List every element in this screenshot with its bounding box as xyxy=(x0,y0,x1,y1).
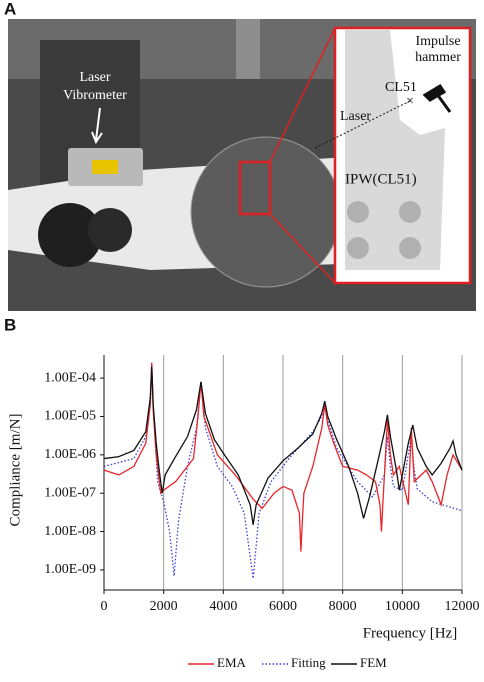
y-tick-label: 1.00E-04 xyxy=(44,370,96,385)
spindle xyxy=(236,19,260,79)
x-tick-label: 0 xyxy=(101,599,108,614)
tripod-head xyxy=(38,203,102,267)
point-label: CL51 xyxy=(385,80,417,95)
point-marker: × xyxy=(406,94,414,109)
hammer-icon xyxy=(422,83,452,113)
y-axis-label: Compliance [m/N] xyxy=(7,414,23,527)
zoom-box xyxy=(238,160,272,216)
hole xyxy=(347,201,369,223)
hole xyxy=(399,237,421,259)
legend-label: EMA xyxy=(217,655,247,670)
hammer-label: hammer xyxy=(415,50,461,65)
y-tick-label: 1.00E-06 xyxy=(44,447,96,462)
legend-label: FEM xyxy=(360,655,387,670)
y-tick-label: 1.00E-09 xyxy=(44,562,96,577)
panel-letter: B xyxy=(4,315,16,334)
y-tick-label: 1.00E-07 xyxy=(44,485,96,500)
vibrometer-label-text: Laser xyxy=(79,70,110,85)
panel-letter: A xyxy=(4,0,16,18)
vibrometer-label xyxy=(92,160,118,174)
x-axis-label: Frequency [Hz] xyxy=(363,625,458,641)
series-line xyxy=(103,366,463,525)
zoom-line xyxy=(269,213,336,284)
x-tick-label: 8000 xyxy=(329,599,357,614)
y-tick-label: 1.00E-05 xyxy=(44,409,96,424)
x-tick-label: 12000 xyxy=(445,599,480,614)
x-tick-label: 4000 xyxy=(209,599,237,614)
zoom-line xyxy=(269,27,336,163)
y-tick-label: 1.00E-08 xyxy=(44,524,96,539)
vibrometer-arrow xyxy=(91,107,103,145)
x-tick-label: 2000 xyxy=(150,599,178,614)
hole xyxy=(399,201,421,223)
photo: × Laser Vibrometer Impulse hammer CL51 L… xyxy=(8,19,476,311)
vibrometer-label-text: Vibrometer xyxy=(63,88,127,103)
tripod-knob xyxy=(88,208,132,252)
laser-label: Laser xyxy=(340,109,371,124)
legend-label: Fitting xyxy=(291,655,326,670)
x-tick-label: 6000 xyxy=(269,599,297,614)
plot: 0 2000 4000 6000 8000 10000 12000 1.00E-09 1.00E… xyxy=(7,355,480,670)
workpiece-label: IPW(CL51) xyxy=(345,171,417,187)
hammer-label: Impulse xyxy=(415,34,460,49)
hole xyxy=(347,237,369,259)
x-tick-label: 10000 xyxy=(385,599,420,614)
